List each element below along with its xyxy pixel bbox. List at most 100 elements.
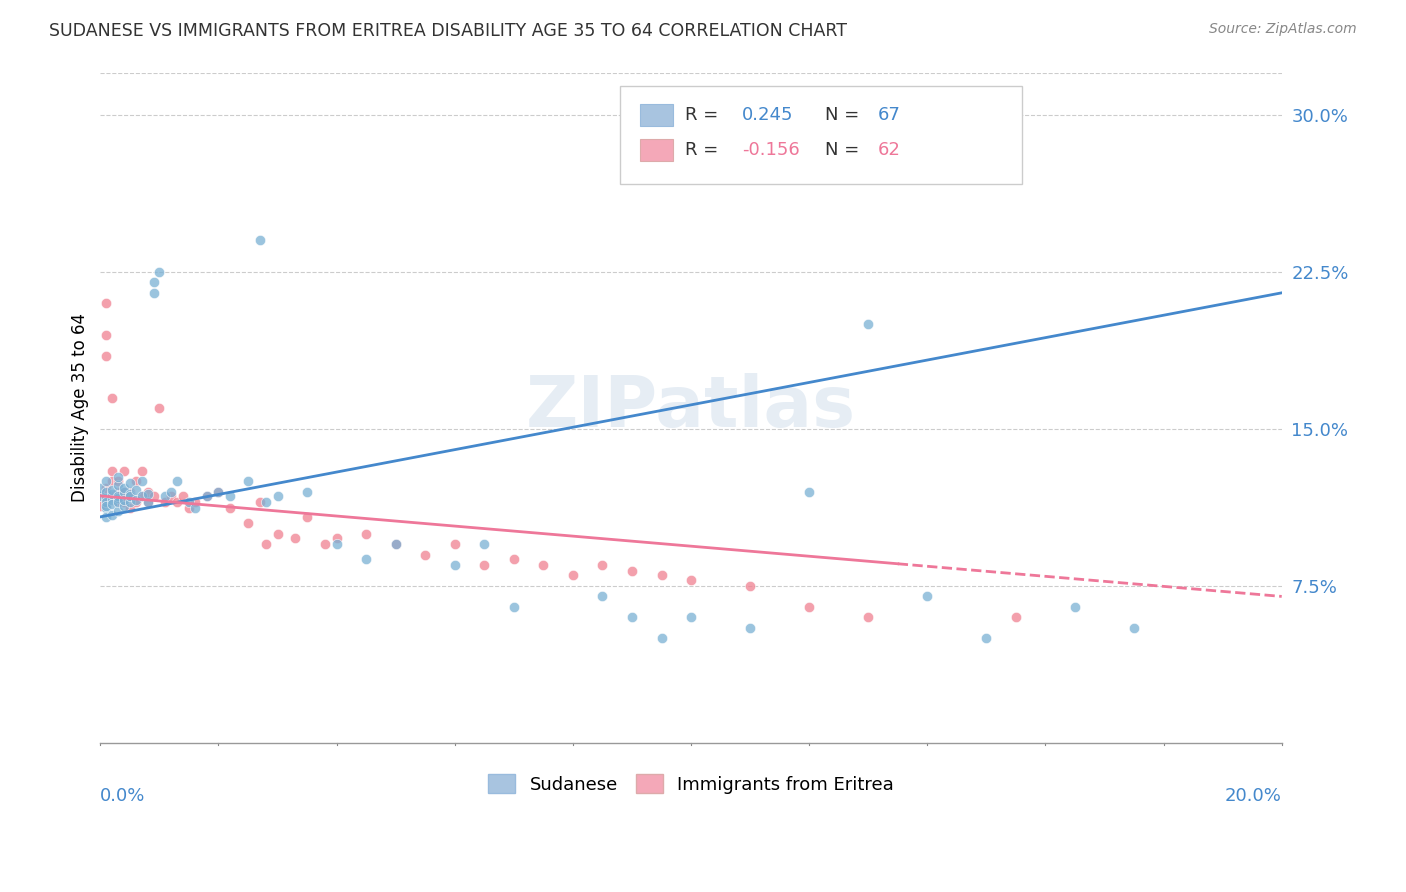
Point [101,391,124,405]
Point [184,495,207,509]
Point [207,484,229,499]
Point [136,487,159,501]
Point [148,265,170,279]
Text: R =: R = [685,141,724,159]
Point [254,537,277,551]
Point [96,327,118,342]
Point [96,296,118,310]
Point [177,495,200,509]
Point [249,234,271,248]
Point [96,475,118,489]
Point [101,487,124,501]
Point [112,464,135,478]
Point [284,531,307,545]
Point [107,489,129,503]
Point [131,489,153,503]
Point [207,484,229,499]
Point [354,551,377,566]
Point [799,484,821,499]
Point [917,590,939,604]
Point [107,489,129,503]
Point [112,495,135,509]
Point [89,489,111,503]
Point [118,489,141,503]
Point [561,568,583,582]
Point [177,501,200,516]
Point [142,489,165,503]
Point [976,632,998,646]
Text: Source: ZipAtlas.com: Source: ZipAtlas.com [1209,22,1357,37]
Point [295,509,318,524]
Point [325,537,347,551]
Point [112,493,135,508]
Point [96,349,118,363]
Point [89,500,111,514]
Point [591,590,613,604]
Point [96,509,118,524]
Y-axis label: Disability Age 35 to 64: Disability Age 35 to 64 [72,313,89,502]
Point [101,483,124,497]
FancyBboxPatch shape [640,139,673,161]
Point [118,484,141,499]
Point [142,276,165,290]
Point [1064,599,1087,614]
Text: ZIPatlas: ZIPatlas [526,374,856,442]
Point [101,497,124,511]
Point [236,475,259,489]
FancyBboxPatch shape [620,87,1022,184]
Point [740,621,762,635]
Point [472,558,495,572]
Point [107,475,129,489]
Point [650,632,672,646]
Text: N =: N = [824,106,865,124]
Point [620,564,643,578]
Point [107,478,129,492]
Point [254,495,277,509]
Point [96,501,118,516]
Point [219,501,242,516]
Point [155,489,177,503]
Point [502,551,524,566]
Text: 0.245: 0.245 [742,106,793,124]
Point [107,491,129,505]
Point [740,579,762,593]
Point [650,568,672,582]
Point [184,501,207,516]
Point [472,537,495,551]
Point [107,470,129,484]
Point [531,558,554,572]
Point [96,495,118,509]
Point [443,558,465,572]
Point [101,475,124,489]
Point [160,484,183,499]
Point [101,508,124,522]
Point [679,610,702,624]
Point [101,464,124,478]
Point [166,475,188,489]
Point [384,537,406,551]
Point [96,491,118,505]
Point [112,500,135,514]
Point [136,495,159,509]
Legend: Sudanese, Immigrants from Eritrea: Sudanese, Immigrants from Eritrea [481,767,901,801]
Point [118,476,141,491]
Point [107,484,129,499]
Text: 0.0%: 0.0% [100,787,146,805]
Point [118,489,141,503]
Point [89,489,111,503]
Text: SUDANESE VS IMMIGRANTS FROM ERITREA DISABILITY AGE 35 TO 64 CORRELATION CHART: SUDANESE VS IMMIGRANTS FROM ERITREA DISA… [49,22,848,40]
Point [160,489,183,503]
Point [502,599,524,614]
Point [125,495,148,509]
Text: -0.156: -0.156 [742,141,800,159]
Point [443,537,465,551]
Text: 20.0%: 20.0% [1225,787,1282,805]
Point [142,285,165,300]
Point [166,495,188,509]
Point [219,489,242,503]
Text: 67: 67 [877,106,901,124]
Point [295,484,318,499]
Point [1123,621,1146,635]
Point [679,573,702,587]
Point [96,500,118,514]
